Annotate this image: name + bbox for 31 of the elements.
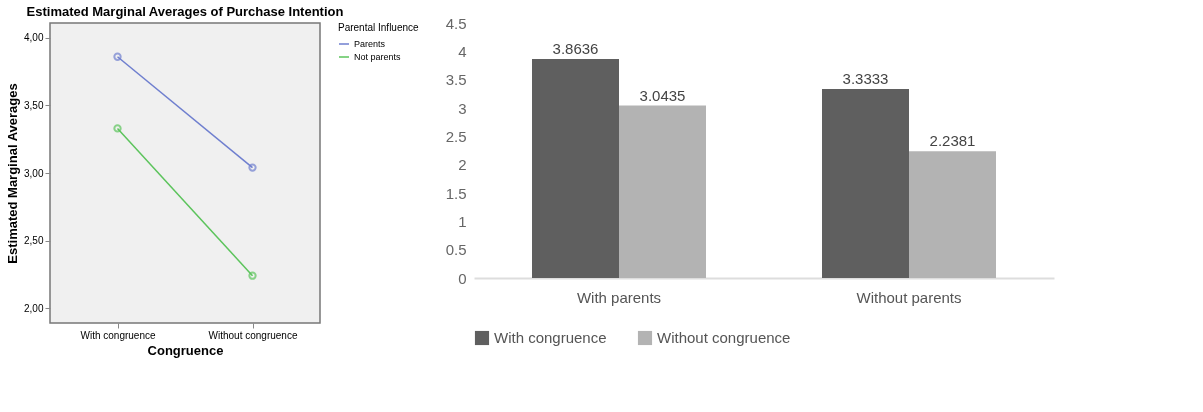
y-tick-label: 4 bbox=[458, 42, 467, 60]
bar bbox=[822, 89, 909, 278]
y-tick-label: 4,00 bbox=[24, 32, 44, 44]
data-label: 3.8636 bbox=[552, 40, 599, 58]
data-label: 3.3333 bbox=[842, 70, 889, 88]
bar bbox=[619, 105, 706, 278]
y-axis-title: Estimated Marginal Averages bbox=[5, 83, 21, 264]
chart-title: Estimated Marginal Averages of Purchase Intention bbox=[26, 4, 344, 19]
legend-label: Parents bbox=[354, 39, 386, 49]
y-tick-label: 0.5 bbox=[445, 241, 467, 259]
data-label: 2.2381 bbox=[929, 132, 976, 150]
y-tick-label: 3.5 bbox=[445, 71, 467, 89]
bar bbox=[532, 59, 619, 278]
y-tick-label: 2,00 bbox=[24, 302, 44, 314]
y-tick-label: 3,50 bbox=[24, 99, 44, 111]
y-tick-label: 0 bbox=[458, 269, 467, 287]
x-tick-label: Without parents bbox=[856, 288, 962, 306]
y-tick-label: 3,00 bbox=[24, 167, 44, 179]
y-tick-label: 4.5 bbox=[445, 14, 467, 32]
y-tick-label: 2.5 bbox=[445, 127, 467, 145]
data-label: 3.0435 bbox=[639, 86, 686, 104]
legend-label: Not parents bbox=[354, 52, 402, 62]
y-tick-label: 2 bbox=[458, 156, 467, 174]
bar bbox=[909, 151, 996, 278]
y-tick-label: 1.5 bbox=[445, 184, 467, 202]
y-tick-label: 1 bbox=[458, 212, 467, 230]
legend-title: Parental Influence bbox=[338, 22, 420, 33]
y-tick-label: 3 bbox=[458, 99, 467, 117]
x-tick-label: With parents bbox=[576, 288, 662, 306]
x-axis-title: Congruence bbox=[147, 342, 224, 358]
y-tick-label: 2,50 bbox=[24, 235, 44, 247]
